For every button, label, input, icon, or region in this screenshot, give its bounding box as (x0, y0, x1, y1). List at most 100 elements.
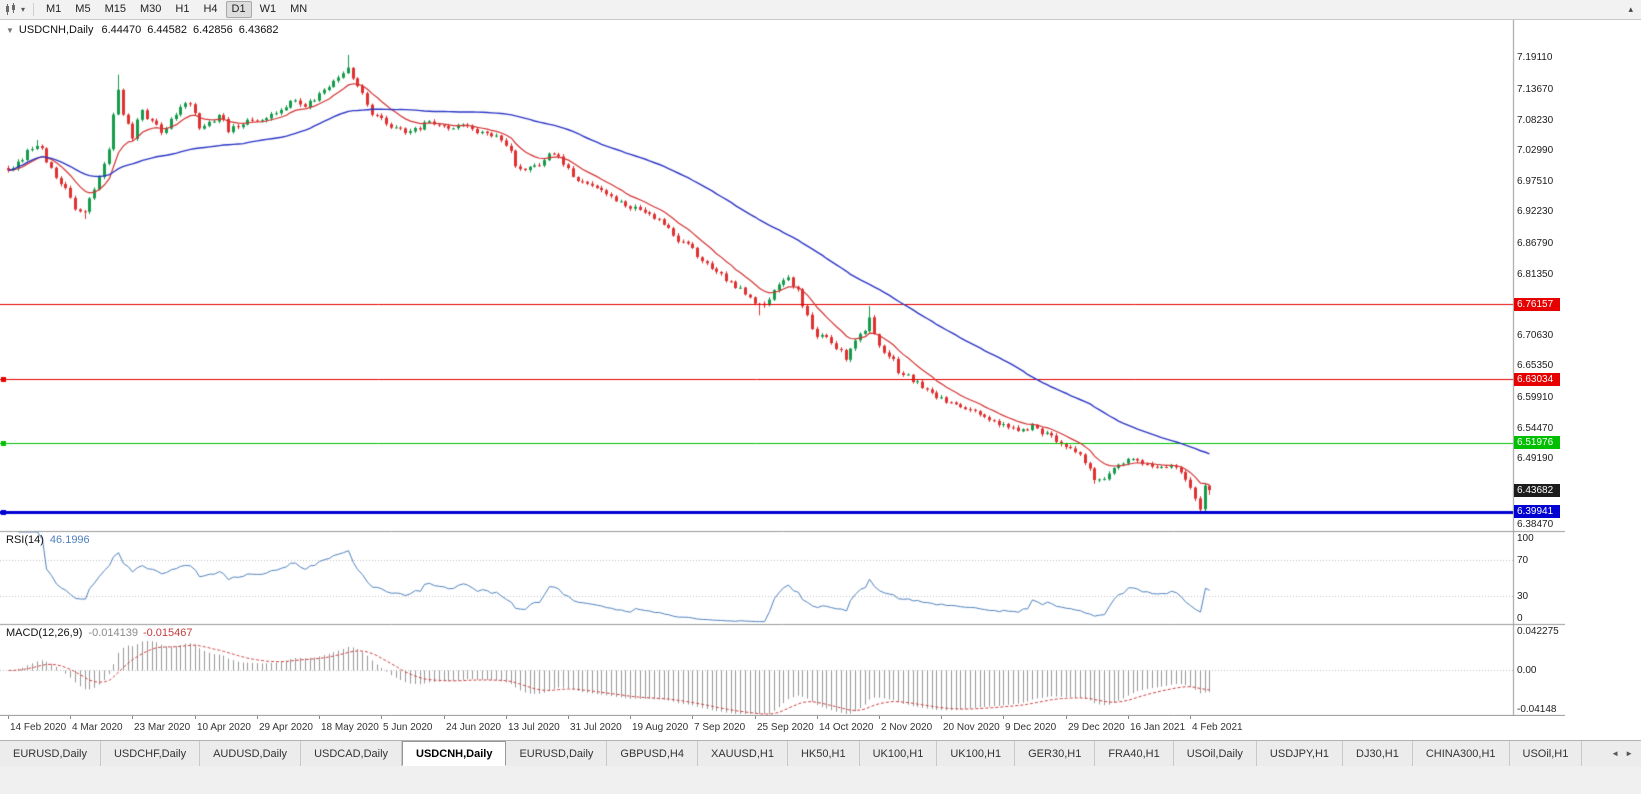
price-axis-label: 6.81350 (1517, 269, 1554, 280)
time-axis-label: 20 Nov 2020 (943, 722, 1000, 733)
chart-tab-usoil-daily[interactable]: USOil,Daily (1174, 741, 1257, 766)
chart-tab-eurusd-daily[interactable]: EURUSD,Daily (0, 741, 101, 766)
candlestick-chart-icon (6, 3, 15, 15)
toolbar-overflow-icon[interactable]: ▴ (1628, 4, 1633, 14)
ohlc-close: 6.43682 (238, 24, 279, 36)
time-axis-label: 4 Feb 2021 (1192, 722, 1243, 733)
support-level-label: 6.51976 (1514, 436, 1560, 449)
rsi-axis-label: 70 (1517, 555, 1529, 566)
time-axis-label: 18 May 2020 (321, 722, 379, 733)
rsi-value: 46.1996 (49, 534, 90, 546)
macd-main-value: -0.014139 (88, 627, 138, 639)
time-axis-tick (132, 716, 133, 719)
collapse-panel-icon[interactable]: ▼ (6, 26, 14, 35)
time-axis-tick (70, 716, 71, 719)
chart-tab-fra40-h1[interactable]: FRA40,H1 (1095, 741, 1174, 766)
timeframe-button-m30[interactable]: M30 (139, 3, 162, 15)
chart-info-line: ▼ USDCNH,Daily 6.44470 6.44582 6.42856 6.4368… (6, 24, 285, 36)
chart-tab-usdjpy-h1[interactable]: USDJPY,H1 (1257, 741, 1344, 766)
timeframe-button-w1[interactable]: W1 (259, 3, 277, 15)
macd-name: MACD(12,26,9) (6, 627, 83, 639)
price-axis-label: 7.13670 (1517, 84, 1554, 95)
time-axis-label: 2 Nov 2020 (881, 722, 933, 733)
key-level-label: 6.39941 (1514, 505, 1560, 518)
price-axis-label: 6.54470 (1517, 423, 1554, 434)
time-axis-tick (941, 716, 942, 719)
price-axis-label: 6.49190 (1517, 453, 1554, 464)
chart-type-button[interactable] (4, 3, 19, 16)
time-axis-tick (1003, 716, 1004, 719)
time-axis-tick (506, 716, 507, 719)
chart-tab-ger30-h1[interactable]: GER30,H1 (1015, 741, 1096, 766)
macd-axis-label: -0.04148 (1517, 704, 1557, 715)
time-axis-tick (1190, 716, 1191, 719)
toolbar-separator (33, 3, 35, 16)
time-axis-label: 9 Dec 2020 (1005, 722, 1057, 733)
rsi-axis-label: 100 (1517, 533, 1534, 544)
rsi-name: RSI(14) (6, 534, 44, 546)
chart-tab-hk50-h1[interactable]: HK50,H1 (788, 741, 860, 766)
resistance-level-label: 6.63034 (1514, 373, 1560, 386)
time-axis-label: 19 Aug 2020 (632, 722, 689, 733)
price-chart-canvas[interactable] (0, 20, 1565, 716)
timeframe-button-m15[interactable]: M15 (104, 3, 126, 15)
time-axis-label: 10 Apr 2020 (197, 722, 251, 733)
timeframe-button-d1[interactable]: D1 (225, 1, 252, 18)
caret-down-icon[interactable]: ▾ (21, 5, 26, 14)
chart-tab-usdchf-daily[interactable]: USDCHF,Daily (101, 741, 201, 766)
resistance-level-label: 6.76157 (1514, 298, 1560, 311)
chart-tab-eurusd-daily[interactable]: EURUSD,Daily (506, 741, 608, 766)
chart-tab-usdcad-daily[interactable]: USDCAD,Daily (301, 741, 403, 766)
price-axis-label: 6.70630 (1517, 330, 1554, 341)
chart-tab-uk100-h1[interactable]: UK100,H1 (937, 741, 1016, 766)
time-axis-label: 25 Sep 2020 (757, 722, 814, 733)
timeframe-button-m1[interactable]: M1 (46, 3, 62, 15)
time-axis-tick (1128, 716, 1129, 719)
macd-indicator-label: MACD(12,26,9) -0.014139 -0.015467 (6, 627, 193, 639)
price-axis-label: 6.86790 (1517, 238, 1554, 249)
chart-tab-dj30-h1[interactable]: DJ30,H1 (1343, 741, 1413, 766)
price-axis[interactable]: 7.19110 7.13670 7.08230 7.02990 6.97510 6.922… (1514, 20, 1565, 716)
chart-area: ▼ USDCNH,Daily 6.44470 6.44582 6.42856 6.4368… (0, 20, 1565, 716)
chart-tab-china300-h1[interactable]: CHINA300,H1 (1413, 741, 1510, 766)
price-axis-label: 6.92230 (1517, 206, 1554, 217)
time-axis-tick (381, 716, 382, 719)
price-axis-label: 7.02990 (1517, 145, 1554, 156)
time-axis-tick (692, 716, 693, 719)
timeframe-button-m5[interactable]: M5 (75, 3, 91, 15)
rsi-axis-label: 30 (1517, 591, 1529, 602)
time-axis-tick (444, 716, 445, 719)
time-axis-tick (8, 716, 9, 719)
time-axis-label: 24 Jun 2020 (446, 722, 502, 733)
time-axis[interactable]: 14 Feb 2020 4 Mar 2020 23 Mar 2020 10 Apr 2… (0, 716, 1641, 740)
time-axis-label: 5 Jun 2020 (383, 722, 433, 733)
chart-tab-bar: EURUSD,Daily USDCHF,Daily AUDUSD,Daily USDC… (0, 740, 1641, 766)
chart-tab-uk100-h1[interactable]: UK100,H1 (860, 741, 938, 766)
chart-tab-audusd-daily[interactable]: AUDUSD,Daily (200, 741, 302, 766)
chart-tab-usoil-h1[interactable]: USOil,H1 (1510, 741, 1583, 766)
price-axis-label: 7.19110 (1517, 52, 1553, 63)
time-axis-label: 7 Sep 2020 (694, 722, 746, 733)
timeframe-buttons: M1 M5 M15 M30 H1 H4 D1 W1 MN (39, 1, 314, 18)
rsi-indicator-label: RSI(14) 46.1996 (6, 534, 90, 546)
timeframe-button-h1[interactable]: H1 (175, 3, 190, 15)
chart-tab-gbpusd-h4[interactable]: GBPUSD,H4 (607, 741, 698, 766)
time-axis-label: 16 Jan 2021 (1130, 722, 1186, 733)
timeframe-button-h4[interactable]: H4 (203, 3, 218, 15)
rsi-axis-label: 0 (1517, 613, 1523, 624)
tab-scroll-left-icon[interactable]: ◄ (1611, 749, 1619, 758)
tab-scroll-right-icon[interactable]: ► (1625, 749, 1633, 758)
window-bottom-strip (0, 766, 1641, 794)
time-axis-label: 13 Jul 2020 (508, 722, 560, 733)
chart-tab-xauusd-h1[interactable]: XAUUSD,H1 (698, 741, 788, 766)
timeframe-button-mn[interactable]: MN (290, 3, 308, 15)
macd-axis-label: 0.042275 (1517, 626, 1559, 637)
timeframe-toolbar: ▾ M1 M5 M15 M30 H1 H4 D1 W1 MN ▴ (0, 0, 1641, 20)
time-axis-tick (1066, 716, 1067, 719)
ohlc-high: 6.44582 (147, 24, 188, 36)
time-axis-tick (879, 716, 880, 719)
ohlc-low: 6.42856 (193, 24, 233, 36)
chart-tab-usdcnh-daily[interactable]: USDCNH,Daily (402, 741, 507, 766)
price-axis-label: 6.97510 (1517, 176, 1554, 187)
